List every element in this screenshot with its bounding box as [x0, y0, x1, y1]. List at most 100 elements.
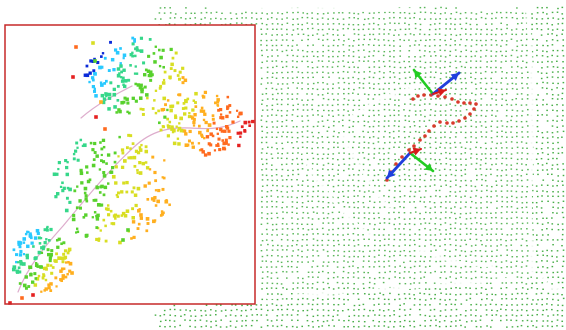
inset-point: [223, 129, 227, 133]
point-cloud-point: [291, 158, 294, 161]
point-cloud-point: [516, 304, 519, 306]
point-cloud-point: [291, 190, 294, 192]
inset-point: [112, 222, 116, 226]
point-cloud-point: [185, 309, 187, 311]
point-cloud-point: [516, 249, 518, 252]
point-cloud-point: [326, 38, 329, 41]
point-cloud-point: [286, 239, 289, 241]
point-cloud-point: [373, 50, 375, 52]
point-cloud-point: [302, 297, 304, 300]
point-cloud-point: [393, 34, 395, 36]
point-cloud-point: [373, 174, 376, 177]
point-cloud-point: [363, 38, 366, 41]
point-cloud-point: [440, 6, 442, 9]
point-cloud-point: [286, 71, 289, 74]
point-cloud-point: [282, 131, 284, 133]
point-cloud-point: [561, 49, 564, 52]
cloud-gap: [218, 7, 420, 12]
point-cloud-point: [342, 195, 345, 197]
point-cloud-point: [379, 206, 381, 209]
inset-point: [144, 145, 148, 149]
inset-point: [47, 286, 51, 290]
point-cloud-point: [260, 17, 262, 20]
point-cloud-point: [418, 142, 420, 144]
point-cloud-point: [516, 216, 518, 219]
point-cloud-point: [439, 223, 442, 226]
point-cloud-point: [474, 315, 477, 317]
point-cloud-point: [277, 157, 279, 159]
point-cloud-point: [424, 234, 427, 236]
point-cloud-point: [260, 250, 263, 252]
point-cloud-point: [521, 50, 523, 52]
point-cloud-point: [251, 319, 254, 322]
point-cloud-point: [266, 179, 269, 181]
point-cloud-point: [281, 121, 284, 123]
point-cloud-point: [327, 272, 330, 274]
point-cloud-point: [418, 104, 421, 106]
point-cloud-point: [480, 16, 483, 19]
inset-point: [142, 61, 146, 65]
point-cloud-point: [547, 276, 549, 279]
point-cloud-point: [489, 157, 492, 160]
point-cloud-point: [312, 299, 315, 301]
point-cloud-point: [383, 39, 385, 41]
point-cloud-point: [516, 146, 519, 149]
point-cloud-point: [270, 39, 273, 42]
point-cloud-point: [291, 319, 293, 321]
point-cloud-point: [551, 97, 554, 100]
inset-point: [125, 180, 129, 185]
inset-point: [154, 89, 158, 92]
point-cloud-point: [556, 271, 559, 273]
point-cloud-point: [440, 201, 443, 204]
point-cloud-point: [368, 50, 371, 53]
inset-point: [159, 128, 163, 132]
point-cloud-point: [500, 28, 503, 31]
point-cloud-point: [470, 314, 472, 316]
point-cloud-point: [557, 175, 560, 177]
point-cloud-point: [520, 141, 523, 143]
point-cloud-point: [362, 169, 365, 171]
point-cloud-point: [362, 151, 364, 154]
point-cloud-point: [271, 72, 274, 74]
point-cloud-point: [266, 293, 269, 295]
point-cloud-point: [470, 28, 472, 30]
point-cloud-point: [434, 297, 436, 300]
point-cloud-point: [464, 11, 467, 14]
point-cloud-point: [311, 131, 313, 134]
point-cloud-point: [333, 206, 335, 208]
point-cloud-point: [321, 141, 324, 143]
point-cloud-point: [465, 158, 467, 160]
point-cloud-point: [389, 114, 392, 117]
point-cloud-point: [307, 99, 309, 101]
point-cloud-point: [562, 71, 565, 73]
point-cloud-point: [484, 121, 487, 123]
inset-point: [17, 261, 20, 264]
point-cloud-point: [470, 261, 473, 264]
inset-point: [127, 133, 131, 137]
point-cloud-point: [209, 314, 212, 316]
point-cloud-point: [495, 153, 497, 155]
point-cloud-point: [522, 60, 524, 62]
point-cloud-point: [296, 326, 298, 328]
point-cloud-point: [515, 135, 518, 138]
inset-point: [83, 73, 87, 77]
point-cloud-point: [413, 294, 415, 296]
point-cloud-point: [358, 82, 361, 84]
point-cloud-point: [368, 55, 370, 58]
inset-point: [61, 274, 66, 278]
point-cloud-point: [531, 28, 533, 30]
point-cloud-point: [449, 76, 451, 79]
inset-point: [72, 152, 76, 156]
point-cloud-point: [394, 29, 397, 31]
point-cloud-point: [511, 109, 514, 111]
point-cloud-point: [552, 206, 554, 208]
point-cloud-point: [419, 196, 422, 199]
point-cloud-point: [271, 206, 274, 208]
point-cloud-point: [357, 256, 359, 258]
point-cloud-point: [511, 326, 514, 328]
point-cloud-point: [500, 315, 502, 317]
point-cloud-point: [435, 324, 437, 327]
point-cloud-point: [321, 104, 324, 106]
point-cloud-point: [429, 146, 432, 149]
point-cloud-point: [393, 81, 396, 84]
